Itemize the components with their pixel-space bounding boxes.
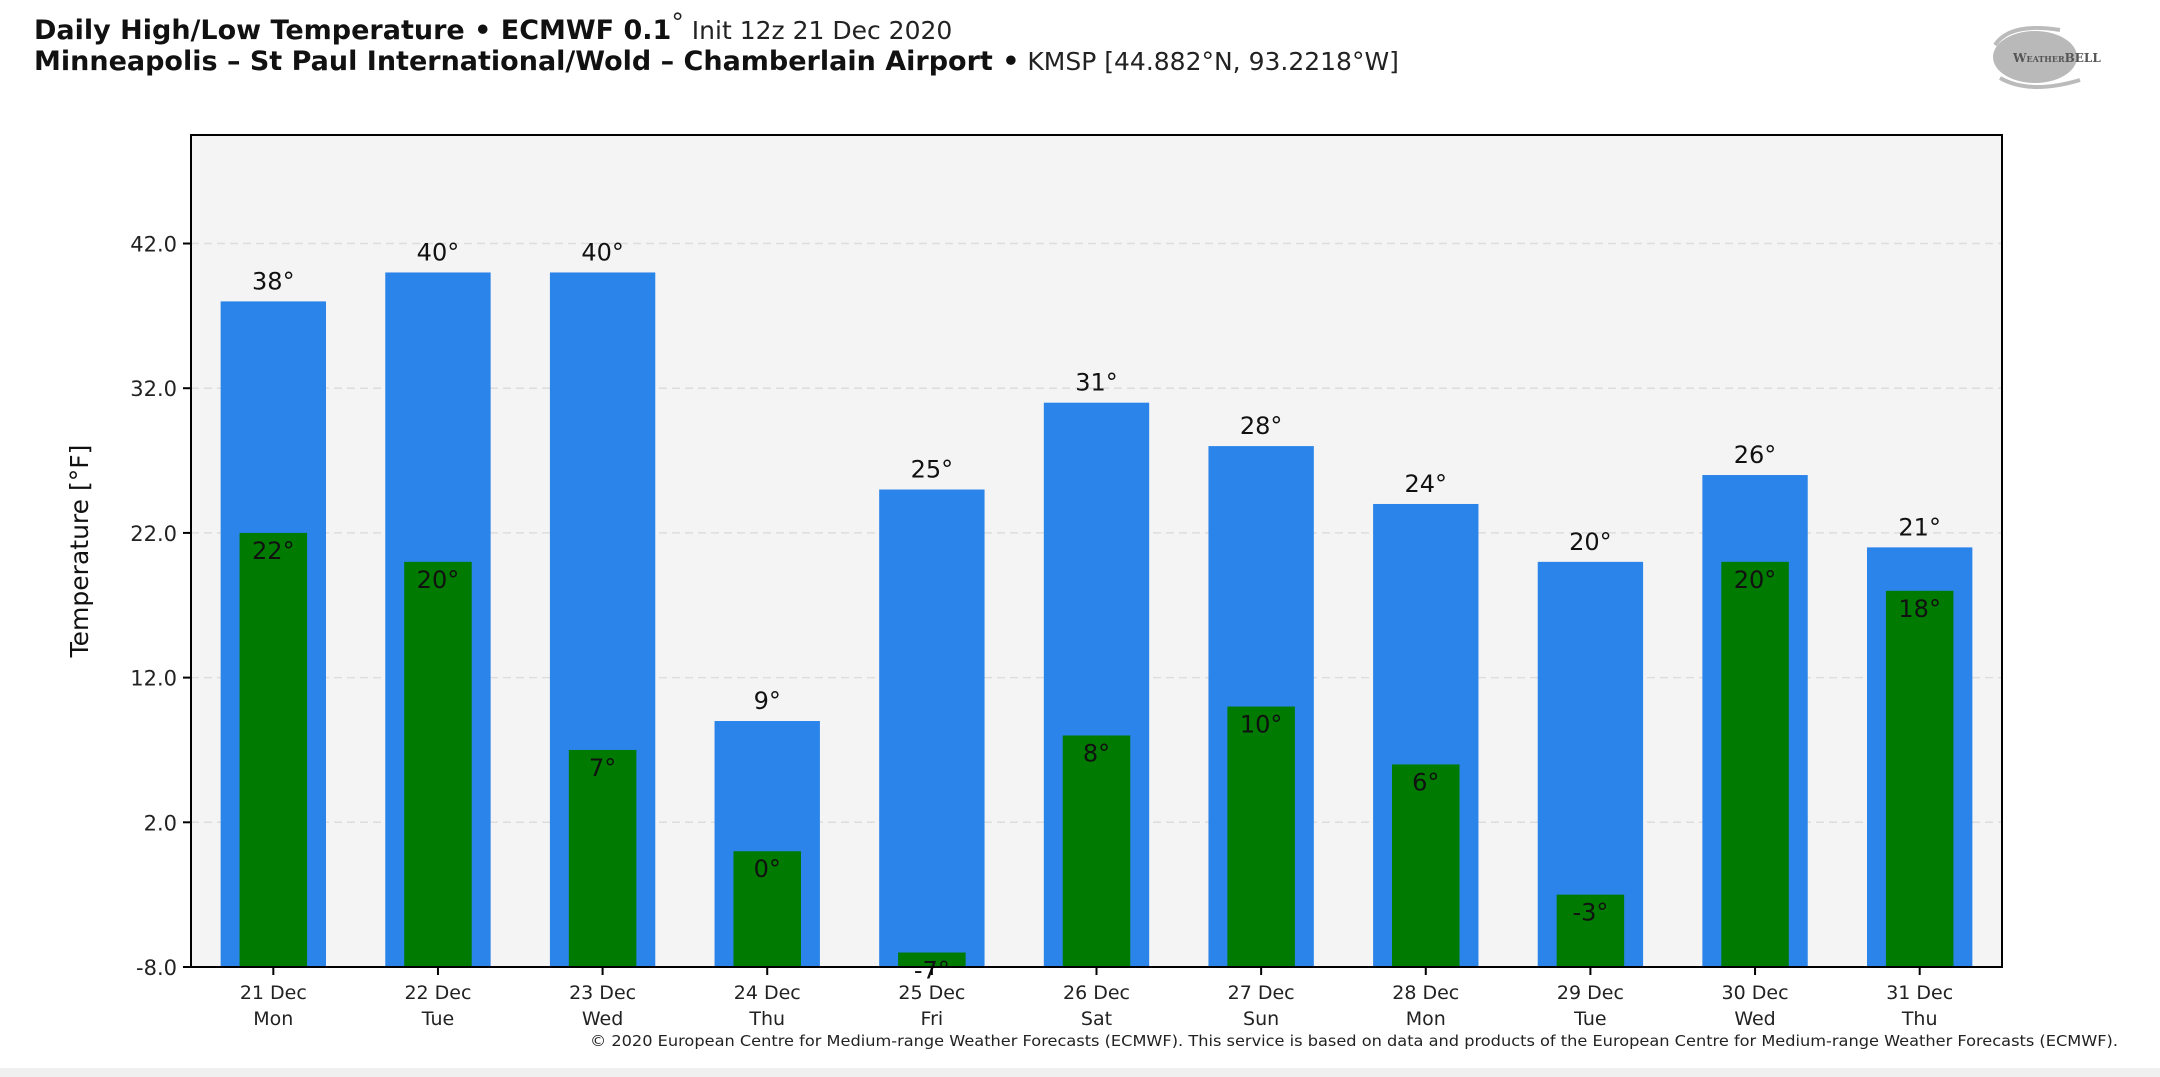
- low-label: 7°: [589, 754, 616, 782]
- high-label: 28°: [1240, 412, 1283, 440]
- low-bar: [1227, 706, 1295, 967]
- high-label: 21°: [1898, 513, 1941, 541]
- low-bar: [1721, 561, 1789, 967]
- high-label: 38°: [252, 267, 295, 295]
- x-tick-weekday: Tue: [1573, 1008, 1606, 1030]
- high-label: 9°: [754, 687, 781, 715]
- low-bar: [404, 561, 472, 967]
- y-tick-label: 12.0: [130, 667, 177, 691]
- high-label: 20°: [1569, 528, 1612, 556]
- high-label: 26°: [1734, 441, 1777, 469]
- x-tick-date: 22 Dec: [404, 982, 471, 1004]
- low-bar: [1392, 764, 1460, 967]
- high-label: 31°: [1075, 369, 1118, 397]
- x-tick-date: 30 Dec: [1722, 982, 1789, 1004]
- x-tick-weekday: Mon: [1406, 1008, 1446, 1030]
- low-bar: [1556, 894, 1625, 967]
- value-labels: 38°22°40°20°40°7°9°0°25°-7°31°8°28°10°24…: [252, 238, 1941, 984]
- x-tick-weekday: Wed: [582, 1008, 623, 1030]
- weatherbell-logo: WEATHERBELL: [1993, 25, 2101, 89]
- low-label: 0°: [754, 855, 781, 883]
- x-tick-weekday: Sat: [1081, 1008, 1112, 1030]
- x-tick-weekday: Thu: [748, 1008, 785, 1030]
- x-tick-date: 29 Dec: [1557, 982, 1624, 1004]
- high-label: 24°: [1404, 470, 1447, 498]
- x-tick-weekday: Thu: [1901, 1008, 1938, 1030]
- x-tick-weekday: Fri: [921, 1008, 944, 1030]
- x-tick-date: 31 Dec: [1886, 982, 1953, 1004]
- high-label: 25°: [911, 456, 954, 484]
- x-tick-weekday: Wed: [1734, 1008, 1775, 1030]
- low-label: 6°: [1412, 768, 1439, 796]
- y-tick-label: 32.0: [130, 377, 177, 401]
- y-tick-label: 2.0: [144, 811, 177, 835]
- x-tick-date: 24 Dec: [734, 982, 801, 1004]
- y-axis-label: Temperature [°F]: [65, 445, 94, 659]
- low-label: 10°: [1240, 711, 1283, 739]
- low-label: 20°: [417, 566, 460, 594]
- y-tick-label: -8.0: [136, 956, 177, 980]
- low-label: 20°: [1734, 566, 1777, 594]
- svg-text:WEATHERBELL: WEATHERBELL: [2012, 51, 2101, 65]
- title-line-2: Minneapolis – St Paul International/Wold…: [34, 46, 1399, 77]
- low-bar: [733, 851, 801, 967]
- x-tick-date: 25 Dec: [898, 982, 965, 1004]
- x-tick-weekday: Mon: [253, 1008, 293, 1030]
- x-tick-date: 28 Dec: [1392, 982, 1459, 1004]
- bottom-band: [0, 1068, 2160, 1077]
- bars: [220, 272, 1973, 967]
- x-tick-weekday: Tue: [421, 1008, 454, 1030]
- x-tick-weekday: Sun: [1243, 1008, 1279, 1030]
- low-label: 18°: [1898, 595, 1941, 623]
- y-tick-label: 42.0: [130, 233, 177, 257]
- copyright: © 2020 European Centre for Medium-range …: [590, 1032, 2118, 1050]
- low-label: 8°: [1083, 739, 1110, 767]
- low-bar: [898, 952, 966, 967]
- title-line-1: Daily High/Low Temperature • ECMWF 0.1° …: [34, 8, 952, 46]
- y-tick-label: 22.0: [130, 522, 177, 546]
- low-label: -3°: [1572, 899, 1608, 927]
- x-tick-date: 21 Dec: [240, 982, 307, 1004]
- low-label: 22°: [252, 537, 295, 565]
- high-label: 40°: [417, 238, 460, 266]
- grid: [191, 242, 2002, 824]
- x-tick-date: 26 Dec: [1063, 982, 1130, 1004]
- y-axis: -8.0 2.0 12.0 22.0 32.0 42.0: [130, 233, 191, 980]
- high-label: 40°: [581, 238, 624, 266]
- low-bar: [568, 749, 637, 967]
- x-tick-date: 23 Dec: [569, 982, 636, 1004]
- x-tick-date: 27 Dec: [1228, 982, 1295, 1004]
- low-bar: [1885, 590, 1954, 967]
- x-axis: 21 Dec Mon 22 Dec Tue 23 Dec Wed 24 Dec Thu 25 D…: [240, 967, 1953, 1030]
- low-bar: [239, 532, 308, 967]
- high-bar: [879, 489, 985, 967]
- low-bar: [1062, 735, 1131, 967]
